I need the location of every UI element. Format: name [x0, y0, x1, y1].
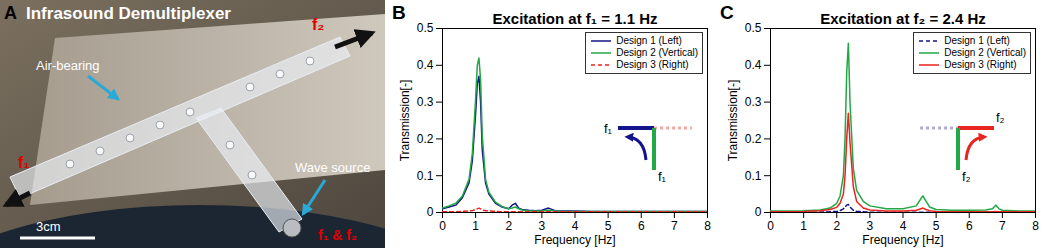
svg-text:3: 3	[867, 219, 874, 233]
svg-text:Air-bearing: Air-bearing	[36, 58, 100, 73]
html-text:B: B	[392, 2, 406, 23]
html-text:Design 1 (Left): Design 1 (Left)	[944, 35, 1010, 46]
svg-text:7: 7	[999, 219, 1006, 233]
svg-text:0.5: 0.5	[417, 21, 434, 35]
svg-text:0: 0	[439, 219, 446, 233]
svg-text:Frequency [Hz]: Frequency [Hz]	[534, 233, 615, 247]
svg-text:Infrasound Demultiplexer: Infrasound Demultiplexer	[26, 4, 231, 23]
svg-text:0.3: 0.3	[417, 95, 434, 109]
svg-text:0: 0	[767, 219, 774, 233]
svg-text:A: A	[4, 3, 17, 23]
svg-text:6: 6	[638, 219, 645, 233]
svg-text:2: 2	[505, 219, 512, 233]
html-text:Design 2 (Vertical): Design 2 (Vertical)	[944, 47, 1026, 58]
svg-text:0: 0	[427, 205, 434, 219]
svg-text:Frequency [Hz]: Frequency [Hz]	[862, 233, 943, 247]
html-text:Design 1 (Left): Design 1 (Left)	[616, 35, 682, 46]
svg-text:Wave source: Wave source	[295, 160, 370, 175]
svg-text:f₁ & f₂: f₁ & f₂	[318, 227, 357, 243]
svg-text:4: 4	[900, 219, 907, 233]
svg-text:8: 8	[704, 219, 711, 233]
svg-text:2: 2	[833, 219, 840, 233]
svg-text:Transmission[-]: Transmission[-]	[726, 80, 740, 162]
svg-text:8: 8	[1032, 219, 1039, 233]
svg-text:3cm: 3cm	[36, 219, 61, 234]
svg-text:3: 3	[539, 219, 546, 233]
svg-text:1: 1	[472, 219, 479, 233]
svg-text:f₁: f₁	[604, 121, 613, 136]
svg-text:1: 1	[800, 219, 807, 233]
html-text:C: C	[720, 2, 734, 23]
svg-text:f₂: f₂	[996, 110, 1005, 125]
svg-text:Excitation at f₂ = 2.4 Hz: Excitation at f₂ = 2.4 Hz	[820, 10, 985, 27]
svg-text:0.2: 0.2	[745, 132, 762, 146]
svg-text:0: 0	[755, 205, 762, 219]
svg-text:f₁: f₁	[18, 154, 30, 171]
svg-text:0.4: 0.4	[417, 58, 434, 72]
svg-text:5: 5	[933, 219, 940, 233]
svg-text:0.1: 0.1	[417, 169, 434, 183]
svg-text:f₂: f₂	[962, 169, 971, 184]
svg-text:f₂: f₂	[312, 16, 324, 33]
svg-text:0.5: 0.5	[745, 21, 762, 35]
svg-text:5: 5	[605, 219, 612, 233]
svg-text:Excitation at f₁ = 1.1 Hz: Excitation at f₁ = 1.1 Hz	[493, 10, 658, 27]
svg-text:f₁: f₁	[658, 169, 667, 184]
svg-text:0.1: 0.1	[745, 169, 762, 183]
html-text:Design 3 (Right): Design 3 (Right)	[616, 59, 689, 70]
svg-text:6: 6	[966, 219, 973, 233]
html-text:Design 3 (Right): Design 3 (Right)	[944, 59, 1017, 70]
svg-text:0.4: 0.4	[745, 58, 762, 72]
svg-text:7: 7	[671, 219, 678, 233]
svg-text:4: 4	[572, 219, 579, 233]
svg-text:Transmission[-]: Transmission[-]	[398, 80, 412, 162]
svg-text:0.3: 0.3	[745, 95, 762, 109]
html-text:Design 2 (Vertical): Design 2 (Vertical)	[616, 47, 698, 58]
svg-text:0.2: 0.2	[417, 132, 434, 146]
